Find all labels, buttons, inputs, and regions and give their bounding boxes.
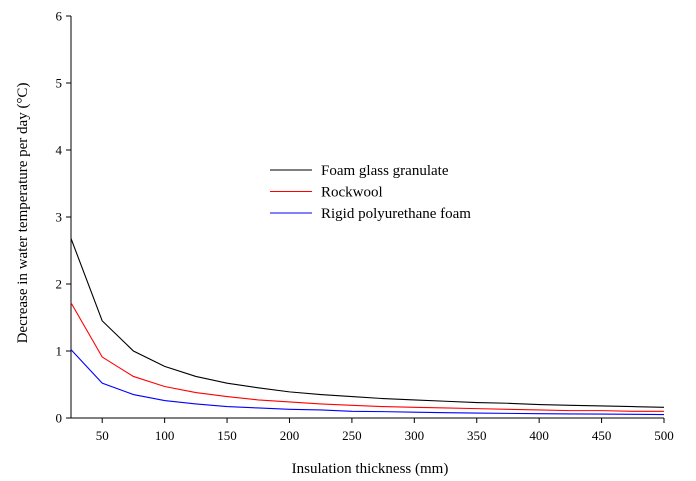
y-tick-label: 3 bbox=[56, 210, 63, 225]
y-tick-label: 5 bbox=[56, 76, 63, 91]
x-tick-label: 200 bbox=[280, 428, 300, 443]
y-tick-label: 2 bbox=[56, 277, 63, 292]
series-line-1 bbox=[70, 238, 665, 408]
x-tick-label: 150 bbox=[217, 428, 237, 443]
legend-label-3: Rigid polyurethane foam bbox=[321, 206, 471, 222]
y-tick-label: 4 bbox=[56, 143, 63, 158]
legend-label-2: Rockwool bbox=[321, 185, 383, 201]
x-tick-label: 350 bbox=[467, 428, 487, 443]
legend: Foam glass granulate Rockwool Rigid polyur… bbox=[270, 163, 471, 222]
y-tick-label: 6 bbox=[56, 9, 63, 24]
x-tick-label: 100 bbox=[155, 428, 175, 443]
x-tick-label: 500 bbox=[654, 428, 674, 443]
x-tick-label: 50 bbox=[96, 428, 109, 443]
series-group bbox=[70, 238, 665, 416]
series-line-2 bbox=[70, 302, 664, 412]
y-tick-label: 1 bbox=[56, 344, 63, 359]
legend-label-1: Foam glass granulate bbox=[321, 163, 449, 179]
x-axis: 50 100 150 200 250 300 350 400 450 500 bbox=[71, 417, 674, 443]
x-axis-title: Insulation thickness (mm) bbox=[292, 461, 449, 477]
y-tick-label: 0 bbox=[56, 411, 63, 426]
y-axis-title: Decrease in water temperature per day (°… bbox=[15, 83, 31, 344]
x-tick-label: 250 bbox=[342, 428, 362, 443]
x-tick-label: 300 bbox=[405, 428, 425, 443]
x-tick-label: 400 bbox=[529, 428, 549, 443]
series-line-3 bbox=[70, 349, 665, 416]
x-tick-label: 450 bbox=[592, 428, 612, 443]
y-axis: 0 1 2 3 4 5 6 bbox=[56, 9, 72, 426]
